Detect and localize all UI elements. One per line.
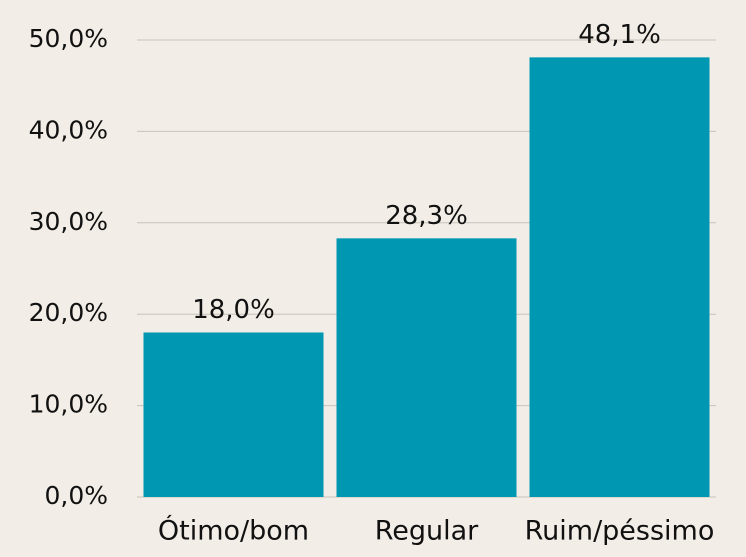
data-label: 28,3% <box>385 201 468 231</box>
y-tick-label: 0,0% <box>44 481 108 510</box>
x-tick-label: Ótimo/bom <box>158 515 309 547</box>
y-tick-label: 20,0% <box>29 298 108 327</box>
y-tick-label: 40,0% <box>29 115 108 144</box>
bar <box>336 238 517 497</box>
data-label: 48,1% <box>578 20 661 50</box>
y-tick-label: 10,0% <box>29 390 108 419</box>
y-tick-label: 30,0% <box>29 207 108 236</box>
bar <box>143 332 324 497</box>
x-tick-label: Ruim/péssimo <box>525 516 715 547</box>
y-tick-label: 50,0% <box>29 24 108 53</box>
bar <box>529 57 710 498</box>
data-label: 18,0% <box>192 295 275 325</box>
x-tick-label: Regular <box>375 516 479 547</box>
